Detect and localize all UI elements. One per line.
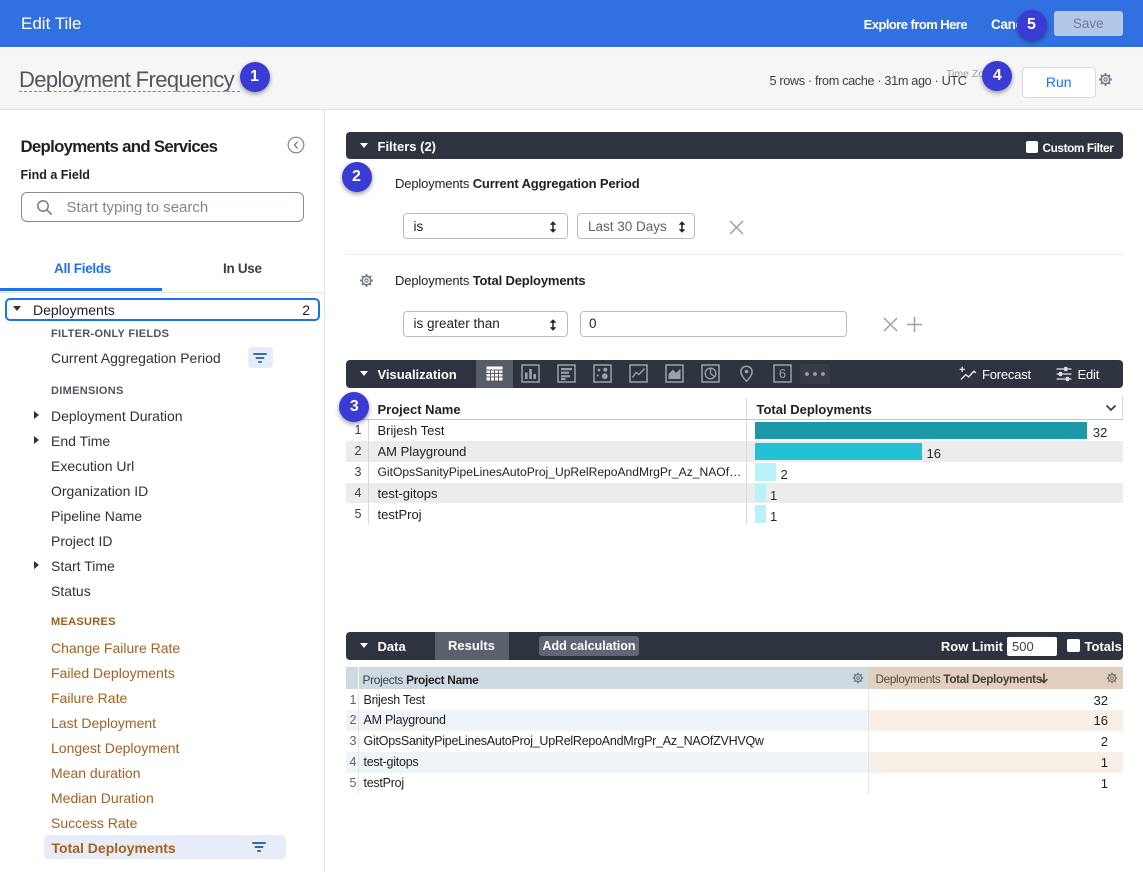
svg-text:6: 6 — [779, 366, 786, 381]
